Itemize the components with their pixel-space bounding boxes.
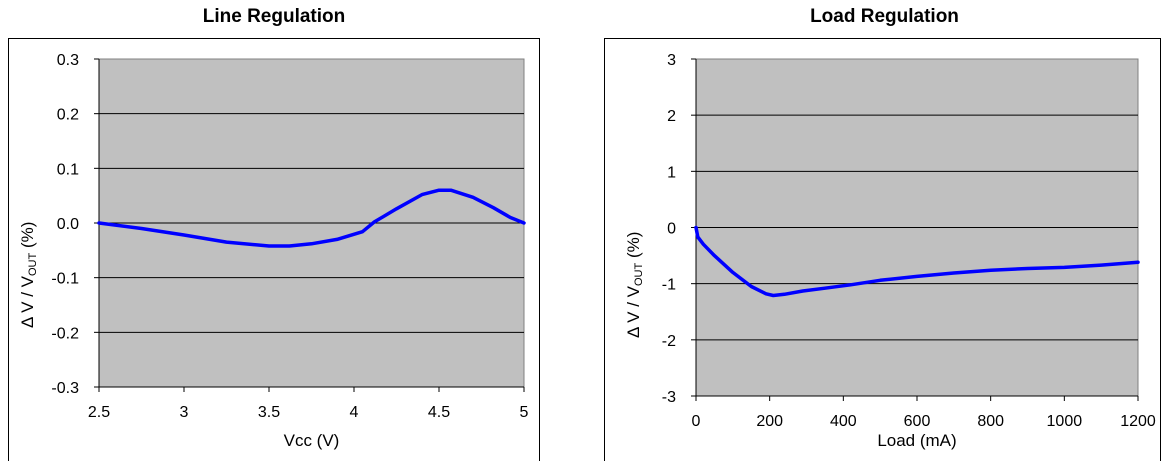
x-tick-label: 4.5	[428, 404, 450, 421]
x-tick-label: 4	[350, 404, 359, 421]
x-tick-label: 3	[180, 404, 189, 421]
y-tick-label: 0.1	[57, 161, 79, 178]
chart-frame	[8, 38, 540, 461]
line-regulation-chart: Line Regulation -0.3 -0.2 -0.1 0.0 0.1 0.2 0.3…	[0, 0, 548, 461]
x-axis-label: Load (mA)	[877, 431, 956, 450]
x-tick-label: 5	[520, 404, 529, 421]
y-tick-label: 0.0	[57, 216, 79, 233]
series-line	[694, 225, 1140, 298]
chart-title: Load Regulation	[810, 6, 959, 27]
x-tick-label: 1200	[1120, 413, 1156, 430]
y-tick-label: 3	[667, 52, 676, 69]
y-tick-label: 0.3	[57, 52, 79, 69]
y-tick-label: 2	[667, 108, 676, 125]
chart-title: Line Regulation	[202, 6, 346, 27]
x-tick-label: 2.5	[88, 404, 110, 421]
x-tick-label: 0	[692, 413, 701, 430]
x-tick-label: 600	[904, 413, 931, 430]
series-line	[97, 188, 526, 248]
y-axis-label: Δ V / VOUT (%)	[18, 222, 39, 328]
x-tick-label: 3.5	[258, 404, 280, 421]
y-axis-label-main: Δ V / V	[624, 286, 643, 338]
y-tick-label: -0.2	[51, 325, 79, 342]
y-tick-label: 1	[667, 164, 676, 181]
y-tick-label: -0.3	[51, 380, 79, 397]
line-regulation-plot: -0.3 -0.2 -0.1 0.0 0.1 0.2 0.3 2.5 3 3.5 4 4.5 5 Vcc …	[51, 52, 529, 450]
x-tick-label: 200	[756, 413, 783, 430]
y-axis-label: Δ V / VOUT (%)	[624, 232, 645, 338]
x-axis-label: Vcc (V)	[284, 431, 340, 450]
x-tick-label: 800	[977, 413, 1004, 430]
y-tick-label: 0	[667, 221, 676, 238]
y-axis-label-sub: OUT	[633, 262, 645, 286]
x-tick-label: 1000	[1047, 413, 1083, 430]
x-tick-label: 400	[830, 413, 857, 430]
y-axis-label-sub: OUT	[27, 252, 39, 276]
y-tick-label: -1	[662, 277, 676, 294]
y-axis-label-unit: (%)	[624, 231, 643, 263]
y-tick-label: -0.1	[51, 271, 79, 288]
load-regulation-plot: -3 -2 -1 0 1 2 3 0 200 400 600 800 1000 1200 Load (mA)	[662, 52, 1156, 450]
y-axis-label-unit: (%)	[18, 221, 37, 253]
chart-frame	[604, 38, 1161, 461]
y-axis-label-main: Δ V / V	[18, 276, 37, 328]
y-tick-label: -2	[662, 333, 676, 350]
y-tick-label: 0.2	[57, 107, 79, 124]
load-regulation-chart: Load Regulation -3 -2 -1 0 1 2 3 0 200 400 600 800 1…	[604, 0, 1165, 461]
y-tick-label: -3	[662, 389, 676, 406]
